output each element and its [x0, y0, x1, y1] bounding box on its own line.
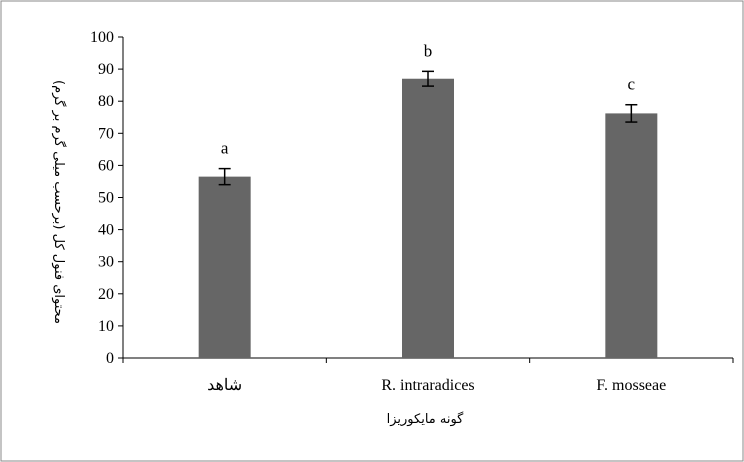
- significance-label: c: [628, 75, 636, 94]
- bars-group: [198, 78, 658, 358]
- y-tick-label: 60: [98, 157, 114, 174]
- x-axis-ticks: [122, 358, 734, 363]
- x-tick-labels-group: شاهد R. intraradices F. mosseae: [207, 377, 666, 394]
- y-tick-label: 50: [98, 190, 114, 207]
- error-bars-group: [218, 70, 638, 186]
- y-tick-label: 90: [98, 61, 114, 78]
- y-tick-label: 100: [90, 29, 114, 46]
- y-tick-label: 0: [106, 350, 114, 367]
- x-axis-label: گونه مایکوریزا: [387, 411, 465, 427]
- x-tick-label: F. mosseae: [596, 377, 666, 394]
- significance-label: a: [221, 139, 229, 158]
- y-tick-label: 80: [98, 93, 114, 110]
- bar: [402, 78, 454, 358]
- bar: [198, 176, 251, 358]
- y-tick-label: 20: [98, 286, 114, 303]
- y-axis-label: محتوای فنول کل (برحسب میلی گرم بر گرم): [51, 80, 67, 324]
- x-tick-label: R. intraradices: [381, 377, 474, 394]
- y-tick-label: 30: [98, 254, 114, 271]
- x-tick-label: شاهد: [207, 377, 242, 394]
- significance-label: b: [424, 41, 433, 60]
- y-axis-ticks: 0 10 20 30 40 50 60 70 80 90 100: [90, 29, 123, 367]
- bar: [605, 113, 658, 358]
- significance-labels-group: a b c: [221, 41, 636, 157]
- y-tick-label: 10: [98, 318, 114, 335]
- y-tick-label: 70: [98, 125, 114, 142]
- y-tick-label: 40: [98, 222, 114, 239]
